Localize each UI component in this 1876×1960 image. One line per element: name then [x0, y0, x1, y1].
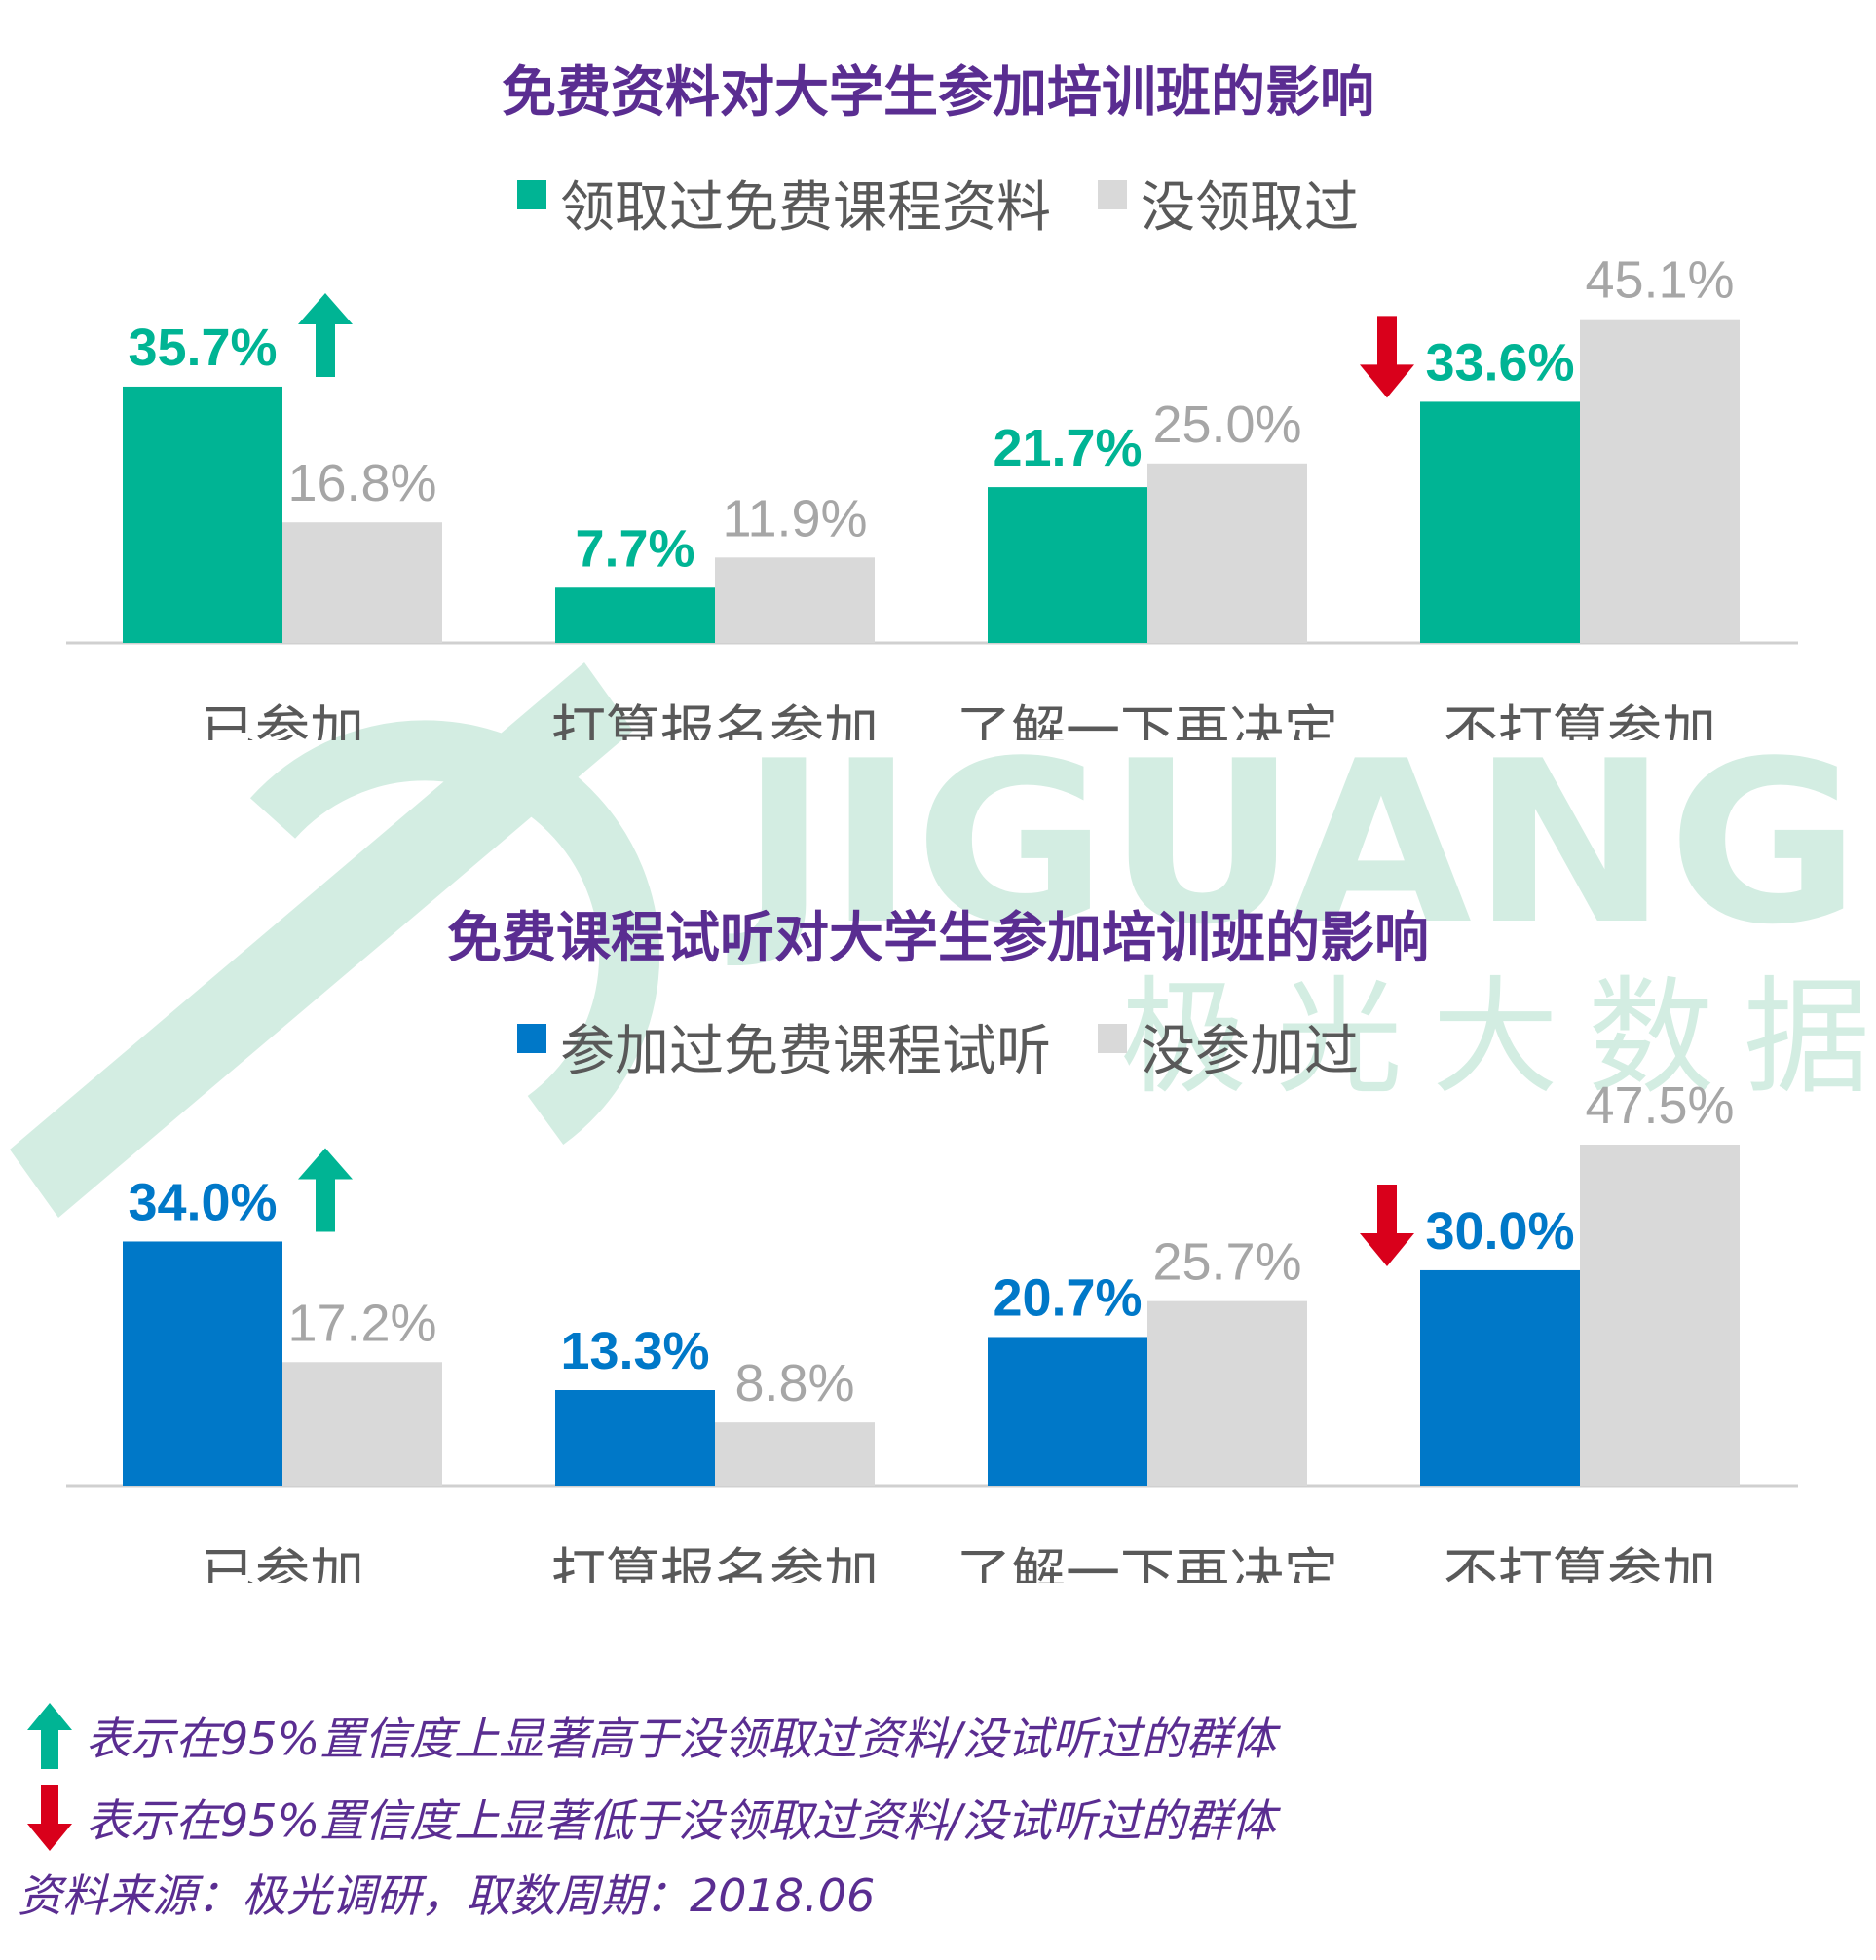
bar-series1: [555, 587, 715, 643]
legend-item-series2: 没领取过: [1098, 164, 1359, 243]
legend-swatch-green: [517, 179, 546, 209]
watermark-brand-cn: 极光大数据: [1120, 963, 1870, 1112]
chart1-legend: 领取过免费课程资料 没领取过: [0, 164, 1876, 243]
up-arrow-icon: [298, 1148, 353, 1232]
data-label: 33.6%: [1425, 333, 1574, 392]
data-label: 8.8%: [734, 1354, 854, 1413]
data-label: 20.7%: [993, 1268, 1142, 1327]
legend-swatch-gray: [1098, 179, 1127, 209]
category-label: 不打算参加: [1444, 1543, 1716, 1583]
bar-series2: [1580, 1145, 1740, 1486]
footnote-up-text: 表示在95%置信度上显著高于没领取过资料/没试听过的群体: [86, 1713, 1276, 1765]
legend-swatch-gray: [1098, 1023, 1127, 1053]
data-label: 45.1%: [1585, 251, 1734, 310]
data-label: 34.0%: [128, 1173, 277, 1231]
down-arrow-icon: [1360, 1184, 1414, 1266]
legend-label: 没参加过: [1141, 1020, 1359, 1083]
legend-label: 没领取过: [1141, 176, 1359, 240]
bar-series2: [1147, 463, 1307, 643]
data-label: 16.8%: [287, 454, 436, 512]
data-label: 13.3%: [560, 1322, 709, 1380]
category-label: 已参加: [201, 700, 364, 740]
bar-series1: [988, 487, 1147, 643]
source-note: 资料来源：极光调研，取数周期：2018.06: [18, 1869, 876, 1922]
chart2-plot: 34.0% 17.2% 已参加 13.3% 8.8% 打算报名参加 20.7%25.7% 了解…: [66, 1076, 1798, 1583]
bar-series2: [282, 522, 442, 643]
down-arrow-icon: [27, 1785, 72, 1851]
category-label: 打算报名参加: [551, 700, 879, 740]
bar-series2: [715, 1422, 875, 1486]
bar-series1: [1420, 401, 1580, 643]
data-label: 21.7%: [993, 419, 1142, 477]
bar-series1: [555, 1390, 715, 1486]
bar-series1: [988, 1337, 1147, 1486]
bar-series2: [715, 557, 875, 643]
category-label: 打算报名参加: [551, 1543, 879, 1583]
legend-label: 参加过免费课程试听: [560, 1020, 1051, 1083]
bar-series1: [123, 1241, 282, 1486]
category-label: 不打算参加: [1444, 700, 1716, 740]
category-label: 已参加: [201, 1543, 364, 1583]
legend-item-series1: 领取过免费课程资料: [517, 164, 1051, 243]
chart2-title: 免费课程试听对大学生参加培训班的影响: [447, 907, 1429, 970]
data-label: 7.7%: [575, 519, 694, 578]
footnote-down: 表示在95%置信度上显著低于没领取过资料/没试听过的群体: [27, 1785, 1276, 1851]
footnote-down-text: 表示在95%置信度上显著低于没领取过资料/没试听过的群体: [86, 1794, 1276, 1847]
bar-series1: [1420, 1269, 1580, 1486]
legend-item-series2: 没参加过: [1098, 1007, 1359, 1086]
data-label: 25.7%: [1152, 1233, 1301, 1292]
category-label: 了解一下再决定: [957, 1543, 1338, 1583]
data-label: 47.5%: [1585, 1076, 1734, 1135]
data-label: 30.0%: [1425, 1202, 1574, 1261]
chart1-plot: 35.7% 16.8% 已参加 7.7% 11.9% 打算报名参加 21.7% 25.0% 了解…: [66, 251, 1798, 740]
data-label: 17.2%: [287, 1294, 436, 1352]
legend-swatch-blue: [517, 1023, 546, 1053]
bar-series2: [1580, 319, 1740, 643]
data-label: 11.9%: [722, 489, 867, 547]
category-label: 了解一下再决定: [957, 700, 1338, 740]
chart1-title: 免费资料对大学生参加培训班的影响: [502, 61, 1374, 125]
legend-item-series1: 参加过免费课程试听: [517, 1007, 1051, 1086]
bar-series2: [282, 1362, 442, 1486]
bar-series1: [123, 386, 282, 643]
down-arrow-icon: [1360, 316, 1414, 398]
legend-label: 领取过免费课程资料: [560, 176, 1051, 240]
watermark-brand: JIGUANG: [727, 714, 1860, 974]
footnote-up: 表示在95%置信度上显著高于没领取过资料/没试听过的群体: [27, 1703, 1276, 1769]
bar-series2: [1147, 1300, 1307, 1486]
chart2-legend: 参加过免费课程试听 没参加过: [0, 1007, 1876, 1086]
data-label: 35.7%: [128, 319, 277, 377]
up-arrow-icon: [298, 292, 353, 377]
data-label: 25.0%: [1152, 396, 1301, 454]
up-arrow-icon: [27, 1703, 72, 1769]
